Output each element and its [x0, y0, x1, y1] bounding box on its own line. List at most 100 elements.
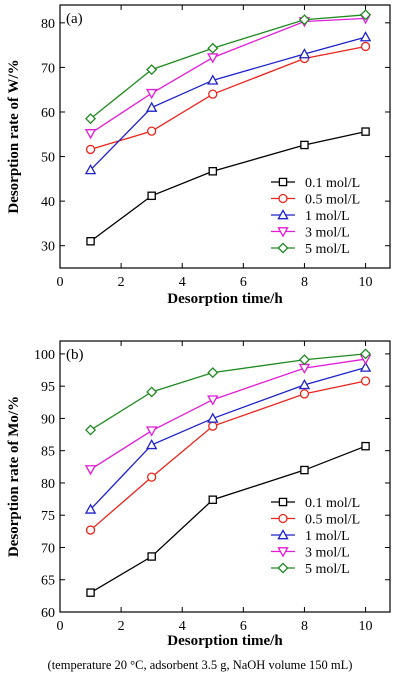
- legend-item-3-mol-l: 3 mol/L: [271, 226, 350, 241]
- legend-label: 3 mol/L: [305, 546, 350, 561]
- series-3-mol-l: [84, 354, 372, 476]
- data-point: [146, 386, 158, 398]
- data-point: [145, 88, 158, 100]
- data-point: [145, 426, 158, 437]
- legend-item-0-1-mol-l: 0.1 mol/L: [271, 176, 360, 191]
- y-tick-label: 30: [41, 240, 55, 255]
- data-point: [146, 64, 158, 76]
- data-point: [145, 438, 158, 450]
- data-point: [360, 9, 372, 21]
- series-5-mol-l: [85, 9, 372, 125]
- legend-marker: [277, 547, 289, 558]
- data-point: [84, 503, 97, 514]
- legend-item-5-mol-l: 5 mol/L: [271, 242, 350, 257]
- x-tick-label: 0: [57, 619, 64, 634]
- legend-marker: [277, 209, 289, 220]
- legend-marker: [278, 177, 288, 187]
- series-0-1-mol-l: [86, 127, 370, 246]
- data-point: [359, 361, 372, 372]
- plot-frame: [59, 340, 391, 613]
- panel-label: (b): [66, 347, 84, 363]
- data-point: [147, 552, 156, 561]
- y-tick-label: 90: [41, 412, 55, 427]
- series-line: [90, 36, 366, 171]
- x-tick-label: 4: [179, 619, 186, 634]
- y-tick-label: 70: [41, 61, 55, 76]
- legend-label: 0.5 mol/L: [305, 513, 360, 528]
- x-tick-label: 2: [118, 619, 125, 634]
- x-tick-label: 8: [301, 275, 308, 290]
- data-point: [361, 127, 370, 136]
- data-point: [298, 14, 310, 26]
- x-tick-label: 6: [240, 619, 247, 634]
- x-tick-label: 6: [240, 275, 247, 290]
- y-tick-label: 100: [34, 348, 55, 363]
- y-tick-label: 50: [41, 151, 55, 166]
- x-axis-title: Desorption time/h: [167, 633, 283, 649]
- legend-label: 0.5 mol/L: [305, 193, 360, 208]
- plot-frame: [59, 4, 391, 269]
- x-tick-label: 2: [118, 275, 125, 290]
- legend-item-0-1-mol-l: 0.1 mol/L: [271, 496, 360, 511]
- legend-marker: [278, 497, 288, 507]
- legend-item-1-mol-l: 1 mol/L: [271, 209, 350, 224]
- data-point: [298, 378, 311, 390]
- y-tick-label: 85: [41, 445, 55, 460]
- data-point: [147, 472, 157, 482]
- chart-panel-a: 0 2 4 6 8 10 30 40 50 60 70 80 Desorption time/h Deso…: [6, 4, 391, 307]
- data-point: [208, 167, 218, 176]
- series-line: [90, 45, 366, 151]
- data-point: [85, 525, 96, 535]
- series-line: [90, 14, 366, 120]
- data-point: [86, 588, 95, 597]
- data-point: [147, 191, 156, 201]
- data-point: [85, 144, 96, 155]
- x-tick-label: 8: [301, 619, 308, 634]
- series-line: [90, 358, 366, 470]
- data-point: [299, 389, 310, 399]
- data-point: [86, 237, 95, 246]
- legend-marker: [277, 562, 289, 574]
- data-point: [208, 89, 218, 99]
- data-point: [207, 53, 219, 64]
- legend-item-0-5-mol-l: 0.5 mol/L: [271, 513, 360, 528]
- series-line: [90, 366, 366, 510]
- y-tick-label: 75: [41, 509, 55, 524]
- x-tick-label: 10: [359, 619, 373, 634]
- data-point: [298, 354, 310, 366]
- legend-label: 5 mol/L: [305, 242, 350, 257]
- legend-item-1-mol-l: 1 mol/L: [271, 529, 350, 544]
- legend-item-3-mol-l: 3 mol/L: [271, 546, 350, 561]
- data-point: [145, 101, 158, 112]
- y-axis-title: Desorption rate of Mo/%: [6, 396, 22, 557]
- y-tick-label: 40: [41, 195, 55, 210]
- data-point: [84, 465, 97, 476]
- series-1-mol-l: [84, 31, 372, 175]
- data-point: [300, 465, 309, 475]
- legend-label: 1 mol/L: [305, 529, 350, 544]
- data-point: [208, 421, 218, 431]
- legend-label: 0.1 mol/L: [305, 176, 360, 191]
- data-point: [360, 376, 371, 386]
- series-5-mol-l: [85, 348, 372, 436]
- chart-panel-b: 0 2 4 6 8 10 60 65 70 75 80 85 90 95 100 Desorption tim…: [6, 340, 391, 649]
- data-point: [84, 163, 97, 175]
- panel-label: (a): [66, 11, 83, 27]
- data-point: [207, 74, 219, 85]
- data-point: [85, 113, 97, 125]
- data-point: [207, 395, 219, 406]
- data-point: [207, 367, 219, 379]
- series-0-5-mol-l: [85, 376, 371, 535]
- x-tick-label: 0: [57, 275, 64, 290]
- series-0-5-mol-l: [85, 41, 371, 155]
- data-point: [359, 31, 372, 42]
- data-point: [300, 140, 309, 150]
- data-point: [84, 129, 97, 140]
- legend-marker: [277, 529, 289, 540]
- legend: 0.1 mol/L 0.5 mol/L1 mol/L 3 mol/L5 mol/L: [271, 176, 360, 257]
- y-tick-label: 80: [41, 17, 55, 32]
- legend-label: 5 mol/L: [305, 562, 350, 577]
- legend-label: 1 mol/L: [305, 209, 350, 224]
- data-point: [208, 495, 218, 504]
- data-point: [147, 126, 157, 136]
